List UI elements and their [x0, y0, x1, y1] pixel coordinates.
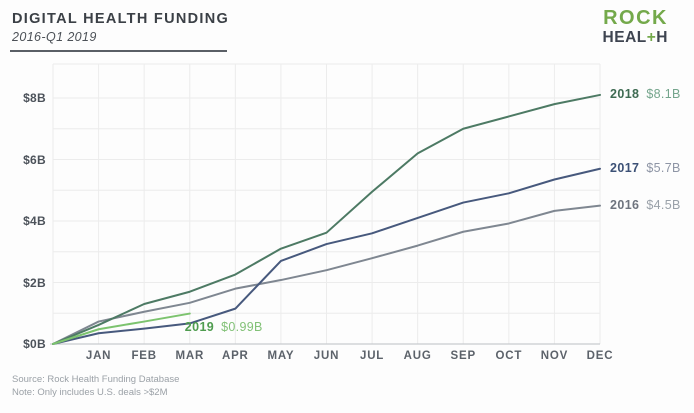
series-value-label: $4.5B [646, 197, 681, 212]
x-axis-month-label: JUN [313, 350, 340, 362]
logo-rock-text: ROCK [603, 7, 668, 29]
y-axis-tick-label: $0B [23, 337, 46, 351]
x-axis-month-label: NOV [540, 350, 569, 362]
series-year-label: 2019 [184, 319, 215, 334]
y-axis-tick-label: $2B [23, 275, 46, 290]
x-axis-month-label: JUL [360, 350, 385, 362]
series-end-label-2019: 2019 $0.99B [185, 320, 263, 334]
series-line-2017 [52, 167, 601, 345]
series-line-2018 [52, 93, 601, 345]
series-value-label: $8.1B [646, 86, 681, 101]
series-year-label: 2017 [610, 160, 640, 175]
source-note: Source: Rock Health Funding Database [12, 374, 180, 385]
x-axis-month-label: OCT [495, 350, 523, 362]
x-axis-month-label: DEC [586, 350, 614, 362]
logo-plus-icon: + [646, 29, 657, 46]
series-end-label-2018: 2018 $8.1B [610, 87, 681, 101]
header-underline [10, 50, 227, 52]
footnotes: Source: Rock Health Funding Database Not… [12, 373, 179, 399]
series-value-label: $0.99B [221, 319, 263, 334]
x-axis-month-label: MAR [175, 350, 205, 362]
x-axis-month-label: JAN [85, 350, 112, 362]
x-axis-month-label: FEB [131, 350, 157, 362]
series-end-label-2017: 2017 $5.7B [610, 161, 681, 175]
page-title: DIGITAL HEALTH FUNDING [12, 11, 230, 27]
x-axis-month-label: AUG [403, 350, 432, 362]
rock-health-logo: ROCK HEAL+H [603, 8, 668, 46]
series-end-label-2016: 2016 $4.5B [610, 198, 681, 212]
series-line-2019 [52, 312, 191, 345]
y-axis-tick-label: $8B [23, 91, 46, 105]
series-line-2016 [52, 204, 601, 345]
y-axis-tick-label: $6B [23, 152, 46, 167]
page-subtitle: 2016-Q1 2019 [12, 30, 97, 44]
logo-h-text: H [656, 29, 668, 46]
x-axis-month-label: SEP [450, 350, 476, 362]
series-value-label: $5.7B [646, 160, 681, 175]
x-axis-month-label: APR [221, 350, 249, 362]
series-year-label: 2016 [610, 197, 640, 212]
inclusion-note: Note: Only includes U.S. deals >$2M [12, 387, 168, 398]
x-axis-month-label: MAY [267, 350, 295, 362]
logo-health-text: HEAL+H [603, 30, 668, 46]
y-axis-tick-label: $4B [23, 214, 46, 228]
logo-heal-text: HEAL [602, 29, 647, 46]
series-year-label: 2018 [610, 86, 640, 101]
